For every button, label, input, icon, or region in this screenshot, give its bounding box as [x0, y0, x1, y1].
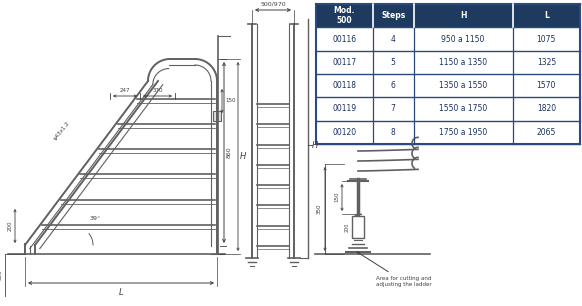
- Text: 370: 370: [152, 88, 163, 93]
- Text: 7: 7: [391, 105, 396, 114]
- Text: 00117: 00117: [332, 58, 356, 67]
- Text: H: H: [240, 152, 246, 161]
- Text: 2065: 2065: [537, 128, 556, 137]
- Text: 00116: 00116: [332, 35, 356, 43]
- Bar: [316, 4, 580, 27]
- Bar: [352, 216, 364, 238]
- Text: 150: 150: [334, 191, 339, 202]
- Text: 4: 4: [391, 35, 396, 43]
- Text: 247: 247: [120, 88, 130, 93]
- Text: 8: 8: [391, 128, 396, 137]
- Text: 6: 6: [391, 81, 396, 90]
- Text: L: L: [119, 288, 123, 297]
- Text: 39°: 39°: [90, 215, 101, 221]
- Text: 200: 200: [8, 221, 13, 231]
- Text: 1075: 1075: [537, 35, 556, 43]
- Text: 950 a 1150: 950 a 1150: [442, 35, 485, 43]
- Text: 5: 5: [391, 58, 396, 67]
- Text: 1570: 1570: [537, 81, 556, 90]
- Text: Steps: Steps: [381, 11, 405, 20]
- Text: 860: 860: [227, 147, 232, 158]
- Bar: [213, 111, 221, 121]
- Text: 150: 150: [225, 99, 236, 103]
- Text: H: H: [312, 140, 318, 150]
- Text: Area for cutting and
adjusting the ladder: Area for cutting and adjusting the ladde…: [357, 252, 432, 287]
- Text: L: L: [544, 11, 549, 20]
- Text: 00118: 00118: [332, 81, 356, 90]
- Text: H: H: [460, 11, 466, 20]
- Text: 500/970: 500/970: [260, 2, 286, 7]
- Text: 350: 350: [317, 204, 322, 214]
- Bar: [316, 4, 580, 144]
- Text: 1150 a 1350: 1150 a 1350: [439, 58, 487, 67]
- Text: 1750 a 1950: 1750 a 1950: [439, 128, 487, 137]
- Bar: [316, 4, 580, 144]
- Text: 1820: 1820: [537, 105, 556, 114]
- Text: ψ43x1.2: ψ43x1.2: [53, 121, 71, 141]
- Text: Mod.
500: Mod. 500: [333, 6, 355, 25]
- Text: 1350 a 1550: 1350 a 1550: [439, 81, 487, 90]
- Text: 1550 a 1750: 1550 a 1750: [439, 105, 487, 114]
- Text: 00119: 00119: [332, 105, 356, 114]
- Text: 200: 200: [345, 222, 350, 232]
- Text: 1325: 1325: [537, 58, 556, 67]
- Text: 350: 350: [0, 270, 3, 280]
- Text: 00120: 00120: [332, 128, 356, 137]
